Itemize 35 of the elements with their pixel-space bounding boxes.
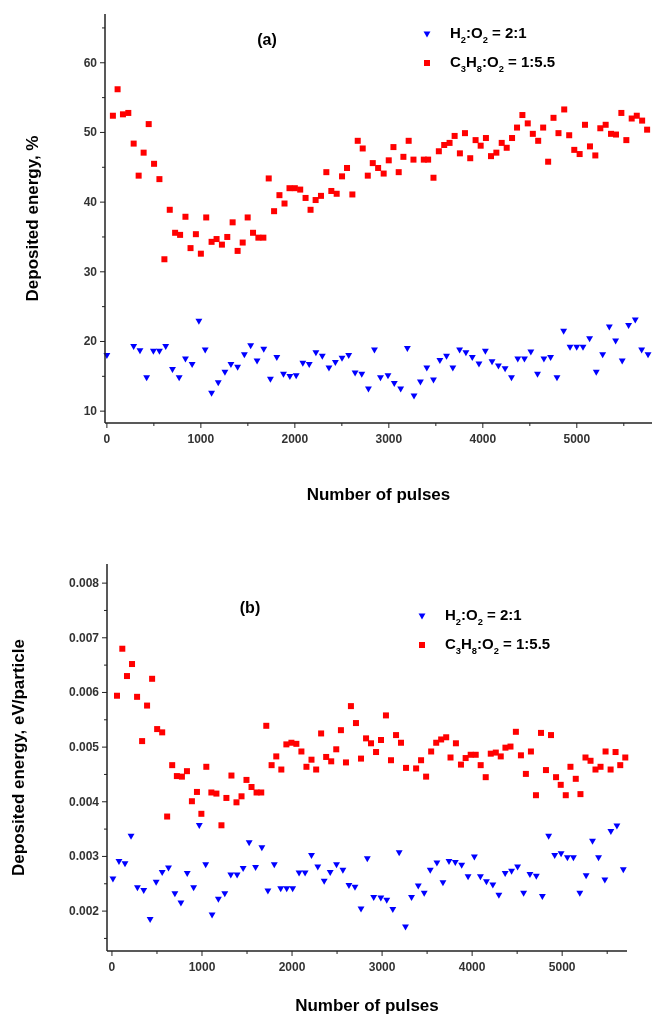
y-tick-label: 10 (83, 404, 98, 419)
y-tick-label: 0.004 (68, 794, 100, 809)
legend-label: H$_{2}$:O$_{2}$ = 2:1 (445, 606, 522, 627)
text: (b) (239, 599, 261, 616)
text: (a) (257, 31, 277, 48)
legend-label: C$_{3}$H$_{8}$:O$_{2}$ = 1:5.5 (450, 53, 556, 74)
x-tick-label: 5000 (548, 960, 576, 974)
y-tick-label: 50 (83, 125, 98, 140)
x-axis-title: Number of pulses (295, 996, 439, 1015)
legend-label: H$_{2}$:O$_{2}$ = 2:1 (450, 24, 527, 45)
y-tick-label: 0.005 (68, 740, 100, 755)
legend-label: C$_{3}$H$_{8}$:O$_{2}$ = 1:5.5 (445, 635, 551, 656)
x-tick-label: 3000 (375, 432, 403, 446)
x-tick-label: 0 (108, 960, 116, 974)
y-axis-title: Deposited energy, eV/particle (9, 639, 28, 876)
y-tick-label: 0.003 (68, 849, 100, 864)
y-tick-label: 0.007 (68, 630, 100, 645)
x-tick-label: 0 (103, 432, 111, 446)
y-tick-label: 40 (83, 195, 98, 210)
y-tick-label: 0.002 (68, 904, 100, 919)
y-tick-label: 20 (83, 334, 98, 349)
x-tick-label: 3000 (368, 960, 396, 974)
y-tick-label: 0.006 (68, 685, 100, 700)
x-tick-label: 2000 (281, 432, 309, 446)
x-tick-label: 1000 (187, 432, 215, 446)
x-tick-label: 1000 (188, 960, 216, 974)
x-axis-title: Number of pulses (306, 485, 451, 504)
x-tick-label: 4000 (458, 960, 486, 974)
x-tick-label: 4000 (469, 432, 497, 446)
x-tick-label: 2000 (278, 960, 306, 974)
x-tick-label: 5000 (563, 432, 591, 446)
y-tick-label: 0.008 (68, 576, 100, 591)
y-tick-label: 60 (83, 55, 98, 70)
y-axis-title: Deposited energy, % (23, 135, 42, 302)
y-tick-label: 30 (83, 264, 98, 279)
